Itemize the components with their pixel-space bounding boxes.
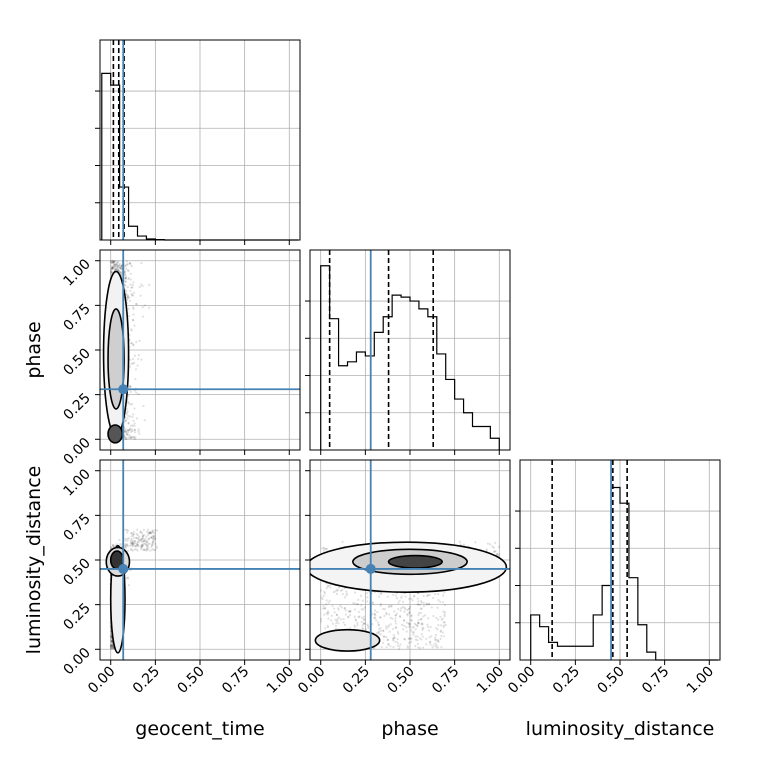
x-tick-label: 0.00 — [295, 664, 328, 697]
contour-level — [387, 554, 443, 569]
x-tick-label: 0.00 — [85, 664, 118, 697]
x-tick-label: 1.00 — [474, 664, 507, 697]
x-tick-label: 0.50 — [174, 664, 207, 697]
y-tick-label: 0.25 — [60, 600, 93, 633]
density-contours — [105, 544, 131, 654]
x-axis-label-geocent_time: geocent_time — [135, 718, 264, 740]
y-tick-label: 1.00 — [60, 466, 93, 499]
x-tick-label: 1.00 — [684, 664, 717, 697]
x-tick-label: 0.25 — [340, 664, 373, 697]
density-contours — [310, 541, 508, 652]
histogram-step-luminosity_distance — [530, 486, 719, 661]
contour-level — [107, 424, 124, 444]
x-tick-label: 0.75 — [219, 664, 252, 697]
x-axis-label-luminosity_distance: luminosity_distance — [526, 718, 715, 740]
y-tick-label: 0.00 — [60, 645, 93, 678]
contour-level — [314, 628, 381, 652]
hist-panel-geocent_time — [95, 39, 301, 245]
y-tick-label: 0.25 — [60, 390, 93, 423]
x-tick-label: 0.00 — [505, 664, 538, 697]
y-tick-label: 0.75 — [60, 511, 93, 544]
x-tick-label: 0.75 — [429, 664, 462, 697]
x-tick-label: 0.50 — [384, 664, 417, 697]
truth-marker — [118, 563, 129, 574]
panel-luminosity_distance-vs-phase: 0.00 0.25 0.50 0.75 1.00 — [295, 459, 511, 697]
truth-marker — [118, 384, 129, 395]
y-axis-label-phase: phase — [23, 321, 45, 378]
truth-marker — [365, 563, 376, 574]
x-tick-label: 0.25 — [550, 664, 583, 697]
x-tick-label: 0.50 — [594, 664, 627, 697]
panel-luminosity_distance-vs-geocent_time: 0.00 0.25 0.50 0.75 1.00 0.00 0.25 0.50 0.75 1.00 — [60, 459, 301, 697]
x-tick-label: 1.00 — [264, 664, 297, 697]
hist-panel-luminosity_distance: 0.00 0.25 0.50 0.75 1.00 — [505, 459, 721, 697]
hist-panel-phase — [305, 249, 511, 455]
histogram-step-phase — [320, 265, 500, 450]
y-tick-label: 0.00 — [60, 435, 93, 468]
y-tick-label: 0.50 — [60, 346, 93, 379]
x-tick-label: 0.25 — [130, 664, 163, 697]
x-tick-label: 0.75 — [639, 664, 672, 697]
y-tick-label: 0.50 — [60, 556, 93, 589]
y-tick-label: 0.75 — [60, 301, 93, 334]
x-axis-label-phase: phase — [381, 718, 438, 740]
panel-phase-vs-geocent_time: 0.00 0.25 0.50 0.75 1.00 — [60, 249, 301, 468]
y-axis-label-luminosity_distance: luminosity_distance — [23, 466, 45, 655]
y-tick-label: 1.00 — [60, 256, 93, 289]
